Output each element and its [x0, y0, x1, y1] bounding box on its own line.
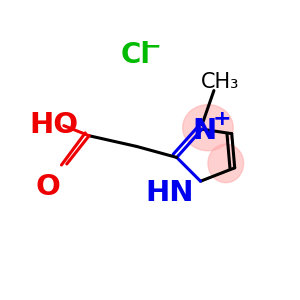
Text: +: + [213, 110, 232, 129]
Text: HO: HO [30, 111, 79, 139]
Text: Cl: Cl [120, 41, 150, 69]
Ellipse shape [183, 105, 233, 151]
Ellipse shape [208, 144, 244, 183]
Text: −: − [142, 37, 161, 57]
Text: HN: HN [145, 179, 194, 207]
Text: CH₃: CH₃ [201, 72, 239, 92]
Text: O: O [35, 173, 60, 201]
Text: N: N [193, 117, 217, 145]
